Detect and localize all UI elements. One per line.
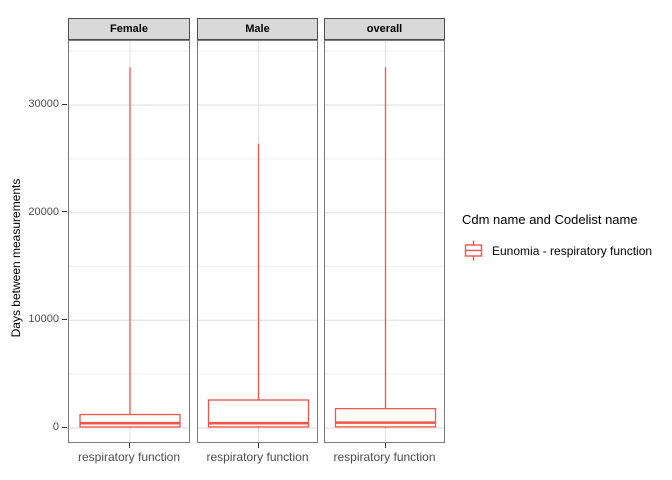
boxplot-box bbox=[79, 413, 181, 428]
facet-panel-male bbox=[197, 40, 318, 443]
boxplot-box bbox=[334, 407, 437, 428]
y-tick-label: 20000 bbox=[28, 205, 59, 218]
facet-strip-male: Male bbox=[197, 18, 318, 40]
legend-item: Eunomia - respiratory function bbox=[462, 239, 668, 262]
y-tick-label: 0 bbox=[52, 421, 59, 433]
y-tick-label: 30000 bbox=[28, 98, 59, 110]
y-tick-mark bbox=[62, 426, 67, 428]
x-tick-mark bbox=[129, 443, 130, 448]
y-tick-mark bbox=[62, 103, 67, 105]
x-tick-label: respiratory function bbox=[77, 450, 181, 464]
x-tick-label: respiratory function bbox=[206, 450, 309, 464]
x-tick-mark bbox=[384, 443, 386, 448]
y-tick-label: 10000 bbox=[28, 313, 59, 326]
x-tick-label: respiratory function bbox=[333, 450, 436, 464]
x-tick-mark bbox=[257, 443, 259, 448]
facet-strip-overall: overall bbox=[324, 18, 445, 40]
legend: Cdm name and Codelist name Eunomia - res… bbox=[462, 212, 668, 262]
facet-panel-overall bbox=[324, 40, 445, 443]
boxplot-key-icon bbox=[464, 240, 483, 261]
facet-strip-female: Female bbox=[68, 18, 190, 40]
y-tick-mark bbox=[62, 318, 67, 320]
legend-item-label: Eunomia - respiratory function bbox=[492, 243, 653, 258]
legend-title: Cdm name and Codelist name bbox=[462, 212, 638, 227]
y-tick-mark bbox=[62, 211, 67, 213]
facet-panel-female bbox=[68, 40, 190, 443]
